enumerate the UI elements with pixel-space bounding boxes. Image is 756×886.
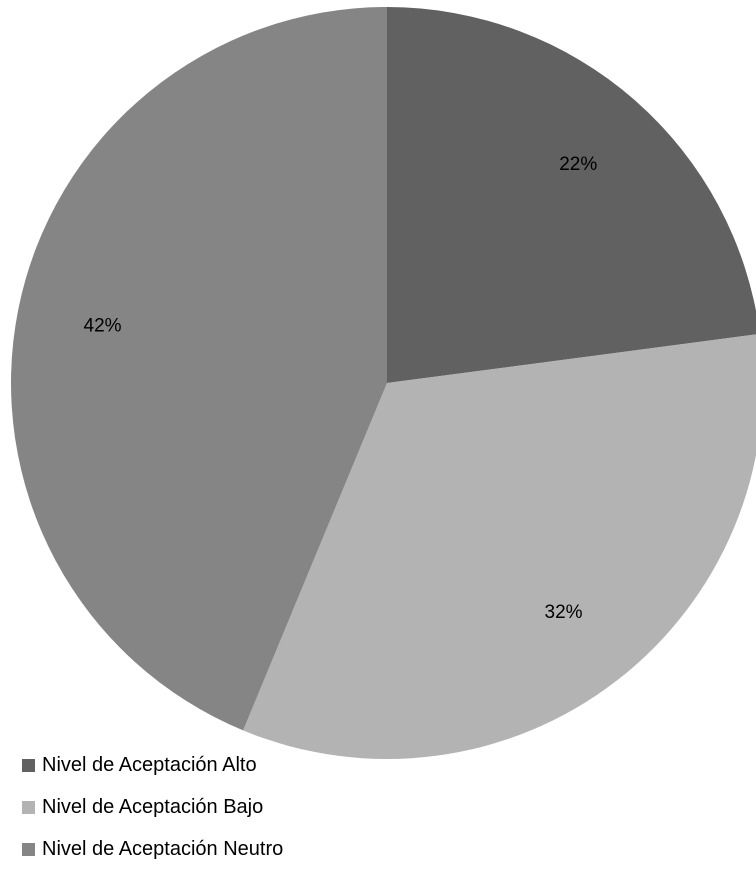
pie-slice-bajo xyxy=(243,334,756,759)
data-label-bajo: 32% xyxy=(545,602,583,623)
legend-swatch-neutro xyxy=(22,842,35,856)
data-label-alto: 22% xyxy=(559,154,597,175)
pie-data-labels: 22% 32% 42% xyxy=(84,154,598,623)
legend-swatch-alto xyxy=(22,758,35,772)
legend: Nivel de Aceptación Alto Nivel de Acepta… xyxy=(22,752,442,878)
legend-swatch-bajo xyxy=(22,800,35,814)
legend-label-bajo: Nivel de Aceptación Bajo xyxy=(42,795,264,818)
legend-label-alto: Nivel de Aceptación Alto xyxy=(42,753,257,776)
legend-item-bajo: Nivel de Aceptación Bajo xyxy=(22,794,442,820)
legend-item-neutro: Nivel de Aceptación Neutro xyxy=(22,836,442,862)
pie-slice-neutro xyxy=(11,7,387,731)
pie-slices xyxy=(11,7,756,759)
data-label-neutro: 42% xyxy=(84,315,122,336)
legend-label-neutro: Nivel de Aceptación Neutro xyxy=(42,837,284,860)
pie-slice-alto xyxy=(387,7,756,383)
legend-item-alto: Nivel de Aceptación Alto xyxy=(22,752,442,778)
